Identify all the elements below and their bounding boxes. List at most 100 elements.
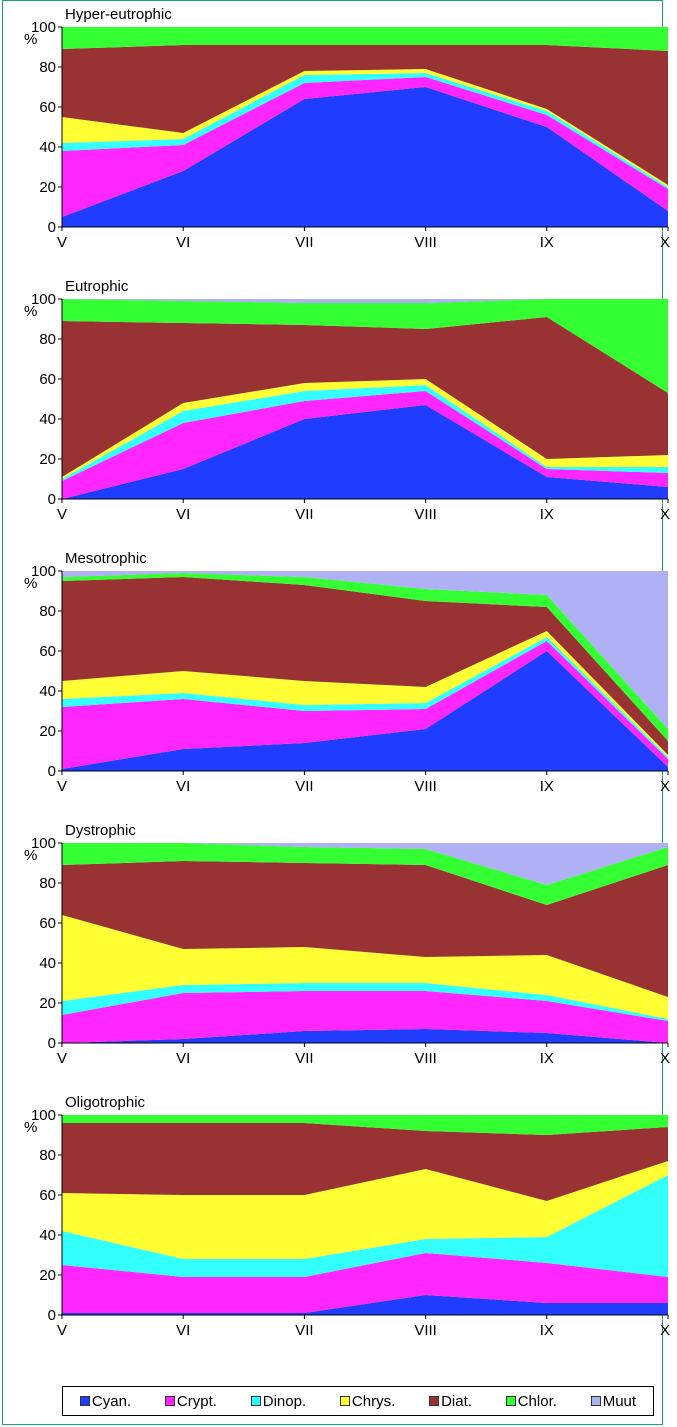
legend-label-chrys: Chrys. <box>351 1392 396 1410</box>
area-crypt <box>62 77 668 217</box>
legend-swatch-diat <box>429 1396 440 1406</box>
area-muut <box>62 299 668 303</box>
y-tick-label: 60 <box>39 915 56 932</box>
area-diat <box>62 1123 668 1201</box>
area-chlor <box>62 27 668 51</box>
area-crypt <box>62 991 668 1043</box>
y-tick-label: 60 <box>39 371 56 388</box>
legend-swatch-muut <box>590 1396 601 1406</box>
x-tick-label: IX <box>540 1050 554 1067</box>
chart-title: Dystrophic <box>65 822 136 839</box>
chart-title: Oligotrophic <box>65 1094 146 1111</box>
legend-item-crypt: Crypt. <box>164 1393 217 1410</box>
y-tick-label: 100 <box>31 19 56 36</box>
area-cyan <box>62 651 668 771</box>
legend-label-chlor: Chlor. <box>517 1392 557 1410</box>
y-tick-label: 80 <box>39 875 56 892</box>
area-diat <box>62 45 668 185</box>
y-tick-label: 100 <box>31 835 56 852</box>
chart-panel-4: Oligotrophic 0 20 40 60 80 100% V VI VII VIII IX X <box>24 1094 670 1339</box>
area-muut <box>62 843 668 885</box>
x-tick-label: VII <box>295 1050 313 1067</box>
area-cyan <box>62 87 668 227</box>
y-tick-label: 60 <box>39 643 56 660</box>
area-cyan <box>62 1029 668 1043</box>
x-tick-label: V <box>57 1322 67 1339</box>
x-tick-label: VII <box>295 234 313 251</box>
legend-item-chrys: Chrys. <box>339 1392 396 1410</box>
y-tick-label: 0 <box>48 1307 56 1324</box>
area-diat <box>62 577 668 755</box>
legend-label-diat: Diat. <box>441 1392 472 1410</box>
area-cyan <box>62 1295 668 1315</box>
y-tick-label: 40 <box>39 139 56 156</box>
x-tick-label: VI <box>176 234 190 251</box>
area-chlor <box>62 299 668 393</box>
x-tick-label: IX <box>540 1322 554 1339</box>
x-tick-label: VII <box>295 778 313 795</box>
y-tick-label: 0 <box>48 491 56 508</box>
x-tick-label: V <box>57 778 67 795</box>
area-chrys <box>62 379 668 479</box>
x-tick-label: X <box>660 1322 670 1339</box>
legend-label-cyan: Cyan. <box>91 1392 132 1410</box>
y-axis-label: % <box>24 1119 37 1136</box>
area-muut <box>62 571 668 729</box>
x-tick-label: VI <box>176 778 190 795</box>
x-tick-label: V <box>57 234 67 251</box>
x-tick-label: VIII <box>414 1050 437 1067</box>
y-tick-label: 0 <box>48 763 56 780</box>
x-tick-label: IX <box>540 234 554 251</box>
chart-panel-2: Mesotrophic 0 20 40 60 80 100% V VI VII VIII IX X <box>24 550 670 795</box>
x-tick-label: VI <box>176 506 190 523</box>
x-tick-label: VIII <box>414 778 437 795</box>
x-tick-label: VI <box>176 1322 190 1339</box>
x-tick-label: IX <box>540 506 554 523</box>
chart-legend: Cyan. Crypt. Dinop. Chrys. Diat. Chlor. … <box>62 1386 654 1416</box>
chart-title: Eutrophic <box>65 278 129 295</box>
y-axis-label: % <box>24 31 37 48</box>
y-tick-label: 40 <box>39 683 56 700</box>
x-tick-label: X <box>660 234 670 251</box>
y-axis-label: % <box>24 303 37 320</box>
x-tick-label: X <box>660 1050 670 1067</box>
y-tick-label: 60 <box>39 99 56 116</box>
x-tick-label: X <box>660 506 670 523</box>
legend-item-chlor: Chlor. <box>505 1392 557 1410</box>
y-tick-label: 100 <box>31 1107 56 1124</box>
area-crypt <box>62 391 668 499</box>
y-tick-label: 20 <box>39 179 56 196</box>
x-tick-label: IX <box>540 778 554 795</box>
y-tick-label: 100 <box>31 563 56 580</box>
x-tick-label: VII <box>295 1322 313 1339</box>
chart-title: Mesotrophic <box>65 550 147 567</box>
y-tick-label: 0 <box>48 1035 56 1052</box>
y-tick-label: 80 <box>39 1147 56 1164</box>
legend-swatch-dinop <box>250 1396 261 1406</box>
area-chrys <box>62 631 668 757</box>
area-dinop <box>62 73 668 189</box>
legend-label-dinop: Dinop. <box>262 1392 307 1410</box>
area-dinop <box>62 1175 668 1277</box>
y-axis-label: % <box>24 847 37 864</box>
legend-swatch-chlor <box>505 1396 516 1406</box>
y-tick-label: 20 <box>39 451 56 468</box>
y-tick-label: 80 <box>39 331 56 348</box>
x-tick-label: VIII <box>414 1322 437 1339</box>
y-tick-label: 40 <box>39 411 56 428</box>
x-tick-label: V <box>57 506 67 523</box>
chart-panel-1: Eutrophic 0 20 40 60 80 100% V VI VII VIII IX X <box>24 278 670 523</box>
chart-title: Hyper-eutrophic <box>65 6 172 23</box>
y-tick-label: 80 <box>39 59 56 76</box>
y-tick-label: 20 <box>39 723 56 740</box>
area-chrys <box>62 1161 668 1259</box>
x-tick-label: VIII <box>414 506 437 523</box>
legend-swatch-chrys <box>339 1396 350 1406</box>
y-axis-label: % <box>24 575 37 592</box>
x-tick-label: X <box>660 778 670 795</box>
x-tick-label: VII <box>295 506 313 523</box>
area-chlor <box>62 843 668 905</box>
area-dinop <box>62 385 668 481</box>
y-tick-label: 20 <box>39 1267 56 1284</box>
